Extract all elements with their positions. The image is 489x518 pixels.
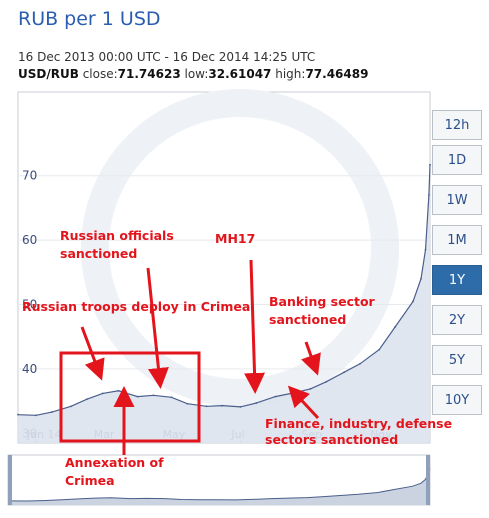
data-point xyxy=(359,362,361,365)
data-point xyxy=(427,194,430,196)
data-point xyxy=(290,392,293,395)
series-line xyxy=(17,164,431,416)
data-point xyxy=(50,411,53,413)
data-point xyxy=(309,388,312,390)
range-button-5y[interactable]: 5Y xyxy=(432,345,482,375)
annotation-arrow xyxy=(301,341,321,376)
data-point xyxy=(70,405,72,408)
data-point xyxy=(170,396,173,399)
y-tick-label: 60 xyxy=(22,233,37,247)
data-point xyxy=(117,389,120,392)
data-point xyxy=(394,326,396,328)
navigator-line xyxy=(7,468,431,502)
annotation-label: Russian troops deploy in Crimea xyxy=(22,299,250,314)
annotation-label: MH17 xyxy=(215,231,255,246)
data-point xyxy=(255,402,258,404)
low-label: low: xyxy=(184,67,209,81)
data-point xyxy=(136,395,139,398)
range-button-10y[interactable]: 10Y xyxy=(432,385,482,415)
navigator-area xyxy=(8,468,430,505)
y-tick-label: 70 xyxy=(22,169,37,183)
navigator-handle-right xyxy=(426,455,430,505)
data-point xyxy=(152,394,155,397)
annotation-layer: Russian officials sanctioned Russian troop… xyxy=(22,228,452,488)
y-tick-label: 40 xyxy=(22,362,37,376)
price-stats: USD/RUB close:71.74623 low:32.61047 high… xyxy=(18,67,368,81)
annotation-label: Finance, industry, defense sectors sancti… xyxy=(265,416,452,447)
annotation-arrow xyxy=(244,259,266,394)
close-value: 71.74623 xyxy=(117,67,181,81)
data-point xyxy=(85,398,88,401)
data-point xyxy=(378,348,381,351)
data-point xyxy=(325,380,328,383)
range-button-12h[interactable]: 12h xyxy=(432,110,482,140)
navigator-handle-left xyxy=(8,455,12,505)
annotation-label: Banking sector sanctioned xyxy=(269,294,376,327)
data-point xyxy=(17,413,19,416)
data-point xyxy=(101,392,104,395)
data-point xyxy=(205,405,208,408)
date-range: 16 Dec 2013 00:00 UTC - 16 Dec 2014 14:2… xyxy=(18,50,316,64)
data-point xyxy=(239,406,242,408)
high-value: 77.46489 xyxy=(305,67,369,81)
annotation-arrow xyxy=(287,385,320,420)
high-label: high: xyxy=(275,67,306,81)
annotation-arrow xyxy=(80,326,105,381)
annotation-arrow xyxy=(146,267,169,389)
data-point xyxy=(424,248,427,251)
series-area xyxy=(18,164,430,444)
low-value: 32.61047 xyxy=(208,67,272,81)
close-label: close: xyxy=(82,67,118,81)
annotation-label: Annexation of Crimea xyxy=(65,455,164,488)
range-button-1w[interactable]: 1W xyxy=(432,185,482,215)
data-point xyxy=(274,395,277,398)
page-title: RUB per 1 USD xyxy=(18,8,161,30)
data-point xyxy=(429,163,431,166)
data-point xyxy=(343,371,346,374)
data-point xyxy=(221,404,224,407)
data-point xyxy=(186,402,189,405)
range-button-1y[interactable]: 1Y xyxy=(432,265,482,295)
currency-pair: USD/RUB xyxy=(18,67,79,81)
data-point xyxy=(35,414,37,417)
watermark-ring xyxy=(81,89,399,407)
range-button-2y[interactable]: 2Y xyxy=(432,305,482,335)
range-button-1d[interactable]: 1D xyxy=(432,145,482,175)
data-point xyxy=(412,300,414,303)
highlight-box xyxy=(59,351,201,443)
range-button-1m[interactable]: 1M xyxy=(432,225,482,255)
annotation-label: Russian officials sanctioned xyxy=(60,228,174,261)
data-point xyxy=(420,277,422,280)
y-tick-label: 50 xyxy=(22,298,37,312)
